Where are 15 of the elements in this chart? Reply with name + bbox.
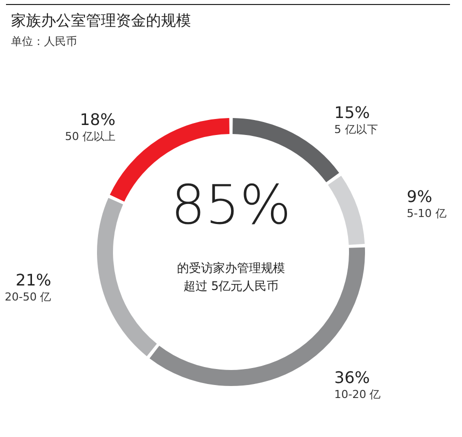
chart-subtitle: 单位：人民币 [11,35,77,48]
text: 的受访家办管理规模 [177,261,285,275]
data-label: 36% [334,368,370,387]
data-label: 21% [16,270,52,290]
chart-title: 家族办公室管理资金的规模 [11,12,191,30]
text: 85% [170,174,292,236]
data-label: 9% [406,186,432,206]
slice-label: 10-20 亿 [334,388,381,401]
data-label: 15% [334,103,370,122]
slice-label: 50 亿以上 [64,130,116,144]
text: 超过 5亿元人民币 [183,279,279,293]
data-label: 18% [80,110,116,130]
slice-label: 20-50 亿 [4,290,52,304]
slice-label: 5-10 亿 [406,206,446,220]
slice-label: 5 亿以下 [334,123,378,136]
